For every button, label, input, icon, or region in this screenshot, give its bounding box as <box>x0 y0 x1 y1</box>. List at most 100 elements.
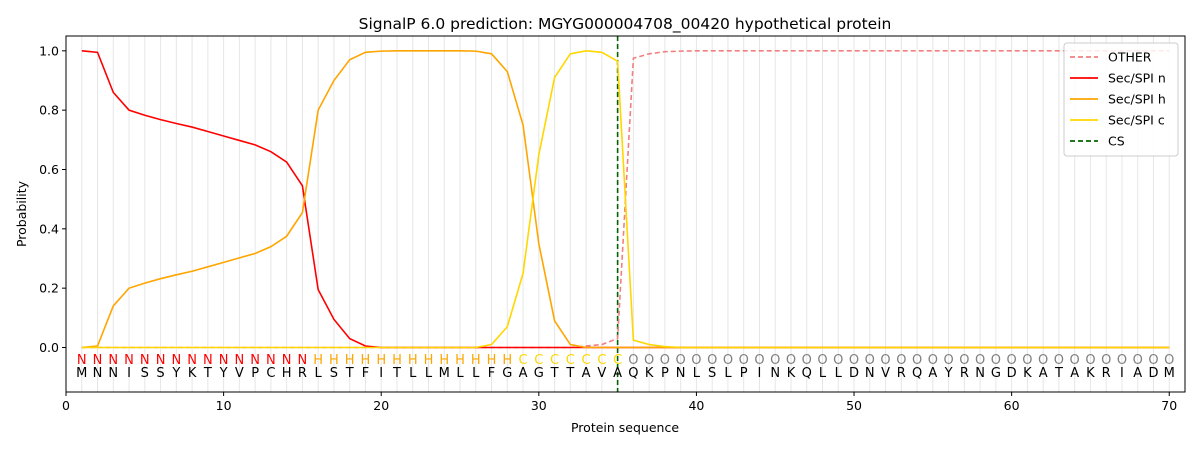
residue-letter: T <box>392 366 401 381</box>
residue-letter: S <box>156 366 164 381</box>
region-label: O <box>1148 353 1158 368</box>
residue-letter: V <box>881 366 890 381</box>
y-tick-label: 0.4 <box>39 221 59 236</box>
residue-letter: D <box>1007 366 1017 381</box>
residue-letter: A <box>928 366 937 381</box>
residue-letter: M <box>439 366 450 381</box>
residue-letter: T <box>565 366 574 381</box>
residue-letter: M <box>1164 366 1175 381</box>
legend-label: Sec/SPI h <box>1108 92 1166 107</box>
region-label: O <box>975 353 985 368</box>
residue-letter: L <box>724 366 732 381</box>
x-axis-label: Protein sequence <box>571 420 679 435</box>
y-axis-label: Probability <box>14 180 29 247</box>
series-lines <box>81 50 1170 349</box>
region-label: O <box>1085 353 1095 368</box>
y-tick-label: 0.8 <box>39 103 59 118</box>
residue-letter: A <box>1070 366 1079 381</box>
region-label: H <box>455 353 465 368</box>
y-tick-label: 0.2 <box>39 281 59 296</box>
legend-label: Sec/SPI n <box>1108 71 1166 86</box>
residue-letter: C <box>266 366 275 381</box>
region-label: O <box>1038 353 1048 368</box>
region-label: O <box>786 353 796 368</box>
plot-frame <box>65 35 1186 393</box>
region-label: O <box>991 353 1001 368</box>
region-label: O <box>896 353 906 368</box>
region-label: H <box>361 353 371 368</box>
residue-letter: S <box>141 366 149 381</box>
residue-letter: K <box>787 366 796 381</box>
axes: 0 10 20 30 40 50 60 70 0.0 0.2 0.4 0.6 0.8 1.0 <box>39 43 1177 413</box>
residue-letter: L <box>472 366 480 381</box>
chart-title: SignalP 6.0 prediction: MGYG000004708_00… <box>359 15 892 34</box>
residue-letter: K <box>1023 366 1032 381</box>
region-label: O <box>928 353 938 368</box>
region-label: O <box>1117 353 1127 368</box>
region-label: O <box>1007 353 1017 368</box>
residue-letter: L <box>456 366 464 381</box>
region-label: N <box>156 353 166 368</box>
region-label: H <box>502 353 512 368</box>
residue-letter: A <box>519 366 528 381</box>
region-label: N <box>77 353 87 368</box>
residue-letter: P <box>251 366 259 381</box>
x-tick-label: 60 <box>1004 398 1020 413</box>
region-label: C <box>582 353 591 368</box>
residue-letter: T <box>550 366 559 381</box>
region-label: O <box>628 353 638 368</box>
residue-letter: Q <box>802 366 812 381</box>
region-label: H <box>345 353 355 368</box>
residue-letter: K <box>1086 366 1095 381</box>
residue-letter: I <box>758 366 762 381</box>
y-tick-label: 1.0 <box>39 43 59 58</box>
residue-letter: A <box>613 366 622 381</box>
region-label: O <box>723 353 733 368</box>
x-tick-label: 0 <box>62 398 70 413</box>
region-label: H <box>392 353 402 368</box>
region-label: C <box>534 353 543 368</box>
region-label: O <box>739 353 749 368</box>
residue-grid <box>81 36 1170 392</box>
region-label: N <box>266 353 276 368</box>
legend-label: OTHER <box>1108 50 1152 65</box>
region-label: H <box>313 353 323 368</box>
residue-letter: L <box>409 366 417 381</box>
residue-letter: A <box>582 366 591 381</box>
residue-letter: N <box>676 366 686 381</box>
y-tick-label: 0.6 <box>39 162 59 177</box>
residue-letter: V <box>235 366 244 381</box>
series-sec-spi-c <box>81 50 1170 349</box>
region-label: C <box>597 353 606 368</box>
region-label: O <box>959 353 969 368</box>
region-label: N <box>140 353 150 368</box>
sequence-annotation: NMNNNNNINSNSNYNKNTNYNVNPNCNHNRHLHSHTHFHI… <box>76 353 1175 381</box>
region-label: O <box>1164 353 1174 368</box>
region-label: N <box>298 353 308 368</box>
region-label: O <box>660 353 670 368</box>
region-label: O <box>1070 353 1080 368</box>
residue-letter: I <box>127 366 131 381</box>
region-label: N <box>124 353 134 368</box>
region-label: O <box>644 353 654 368</box>
residue-letter: P <box>661 366 669 381</box>
region-label: N <box>108 353 118 368</box>
region-label: O <box>1054 353 1064 368</box>
y-tick-label: 0.0 <box>39 340 59 355</box>
region-label: N <box>171 353 181 368</box>
legend-label: CS <box>1108 134 1125 149</box>
residue-letter: Y <box>944 366 953 381</box>
residue-letter: V <box>597 366 606 381</box>
region-label: H <box>329 353 339 368</box>
residue-letter: L <box>425 366 433 381</box>
region-label: N <box>93 353 103 368</box>
region-label: H <box>424 353 434 368</box>
residue-letter: R <box>1102 366 1111 381</box>
region-label: H <box>471 353 481 368</box>
residue-letter: G <box>534 366 544 381</box>
x-tick-label: 20 <box>373 398 389 413</box>
residue-letter: M <box>76 366 87 381</box>
residue-letter: G <box>502 366 512 381</box>
residue-letter: N <box>770 366 780 381</box>
